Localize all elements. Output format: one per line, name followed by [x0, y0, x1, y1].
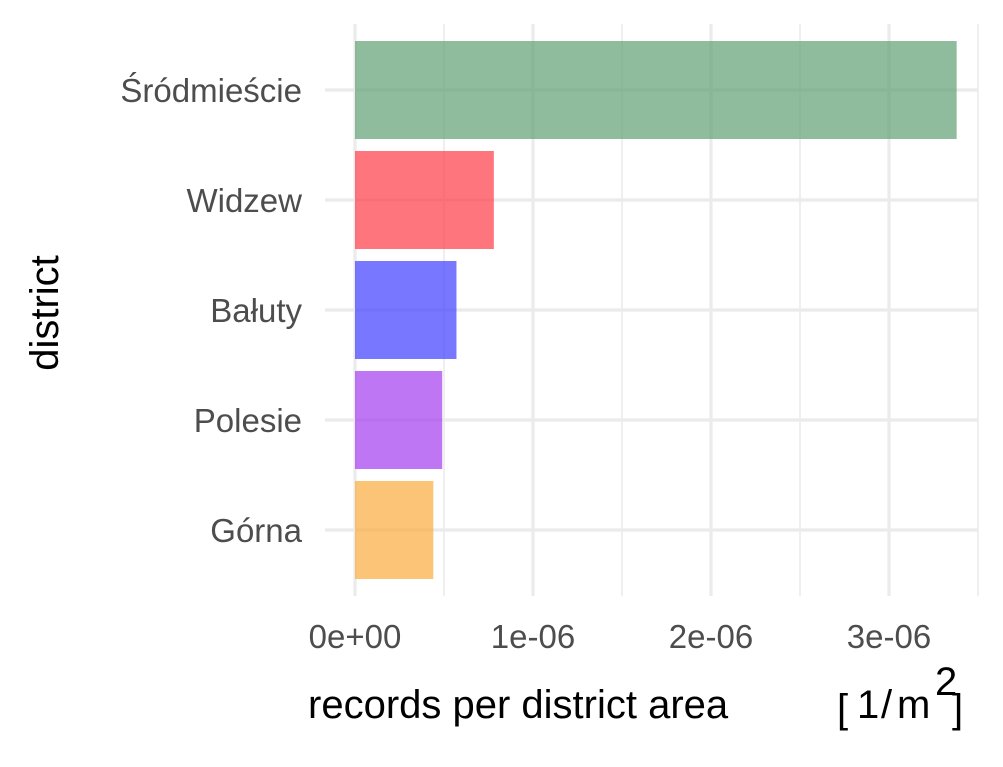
y-axis-title: district — [23, 255, 67, 371]
bar — [355, 371, 443, 469]
x-tick-label: 2e-06 — [669, 618, 753, 655]
y-tick-label: Bałuty — [210, 292, 302, 329]
x-axis-bracket-left: [ — [837, 687, 848, 731]
y-tick-label: Śródmieście — [120, 71, 302, 109]
x-tick-labels: 0e+00 1e-06 2e-06 3e-06 — [309, 618, 932, 655]
x-axis-unit-base: m — [897, 683, 930, 727]
y-tick-labels: Śródmieście Widzew Bałuty Polesie Górna — [120, 71, 302, 549]
y-tick-label: Widzew — [186, 182, 302, 219]
y-tick-label: Górna — [210, 512, 302, 549]
x-axis-bracket-right: ] — [952, 687, 963, 731]
x-axis-title-text: records per district area — [308, 683, 729, 727]
bar — [355, 481, 434, 579]
bar — [355, 41, 957, 139]
x-axis-unit-exponent: 2 — [935, 660, 957, 704]
bar — [355, 151, 494, 249]
x-axis-unit-slash: / — [881, 683, 893, 727]
bar — [355, 261, 457, 359]
x-axis-unit-numerator: 1 — [857, 683, 879, 727]
x-tick-label: 1e-06 — [491, 618, 575, 655]
x-tick-label: 3e-06 — [847, 618, 931, 655]
x-tick-label: 0e+00 — [309, 618, 402, 655]
x-axis-title: records per district area [ 1 / m 2 ] — [308, 660, 963, 731]
bars — [355, 41, 957, 579]
y-tick-label: Polesie — [194, 402, 302, 439]
